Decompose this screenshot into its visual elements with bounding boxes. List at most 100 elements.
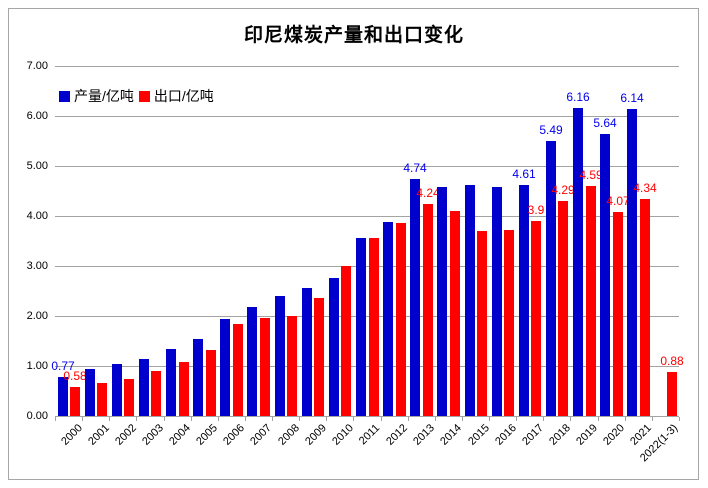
export-bar (450, 211, 460, 416)
chart-title: 印尼煤炭产量和出口变化 (243, 25, 464, 46)
axis-tick (299, 417, 300, 421)
axis-tick (218, 417, 219, 421)
bar-value-label: 6.14 (620, 91, 644, 105)
production-bar (247, 307, 257, 416)
gridline (55, 116, 679, 117)
legend-label-production: 产量/亿吨 (74, 88, 134, 104)
axis-tick (435, 417, 436, 421)
production-bar (465, 185, 475, 416)
production-bar (383, 222, 393, 416)
axis-tick (381, 417, 382, 421)
y-axis-label: 3.00 (26, 260, 48, 272)
y-axis-label: 7.00 (26, 60, 48, 72)
gridline (55, 66, 679, 67)
bar-value-label: 4.74 (403, 161, 427, 175)
export-bar (396, 223, 406, 416)
gridline (55, 166, 679, 167)
axis-tick (82, 417, 83, 421)
production-bar (627, 109, 637, 416)
legend-swatch-export (138, 90, 150, 102)
export-bar (613, 212, 623, 416)
axis-tick (326, 417, 327, 421)
export-bar (586, 186, 596, 416)
export-bar (558, 201, 568, 416)
y-axis-label: 2.00 (26, 310, 48, 322)
production-bar (139, 359, 149, 416)
export-bar (531, 221, 541, 416)
production-bar (220, 319, 230, 416)
export-bar (504, 230, 514, 416)
production-bar (437, 187, 447, 416)
production-bar (492, 187, 502, 416)
bar-value-label: 0.88 (660, 354, 684, 368)
axis-tick (191, 417, 192, 421)
export-bar (369, 238, 379, 416)
axis-tick (652, 417, 653, 421)
production-bar (573, 108, 583, 416)
bar-value-label: 0.58 (63, 369, 87, 383)
bar-value-label: 5.64 (593, 116, 617, 130)
axis-tick (55, 417, 56, 421)
axis-tick (109, 417, 110, 421)
production-bar (58, 377, 68, 416)
production-bar (329, 278, 339, 416)
production-bar (546, 141, 556, 416)
legend-swatch-production (59, 90, 70, 102)
production-bar (166, 349, 176, 416)
axis-tick (136, 417, 137, 421)
axis-tick (245, 417, 246, 421)
bar-value-label: 4.59 (579, 168, 603, 182)
legend-label-export: 出口/亿吨 (153, 88, 214, 104)
chart-border (8, 8, 699, 480)
axis-tick (679, 417, 680, 421)
export-bar (151, 371, 161, 416)
export-bar (640, 199, 650, 416)
bar-value-label: 4.61 (512, 167, 536, 181)
y-axis-label: 5.00 (26, 160, 48, 172)
export-bar (287, 316, 297, 416)
export-bar (260, 318, 270, 416)
bar-value-label: 4.07 (606, 194, 630, 208)
axis-tick (164, 417, 165, 421)
axis-tick (489, 417, 490, 421)
bar-value-label: 4.34 (633, 181, 657, 195)
y-axis-label: 6.00 (26, 110, 48, 122)
legend-item-production: 产量/亿吨 (59, 86, 134, 106)
export-bar (124, 379, 134, 416)
y-axis-label: 1.00 (26, 360, 48, 372)
legend: 产量/亿吨 出口/亿吨 (59, 86, 214, 106)
axis-tick (598, 417, 599, 421)
axis-tick (543, 417, 544, 421)
export-bar (341, 266, 351, 416)
bar-value-label: 4.29 (551, 183, 575, 197)
axis-tick (353, 417, 354, 421)
production-bar (112, 364, 122, 416)
axis-tick (625, 417, 626, 421)
y-axis-label: 0.00 (26, 410, 48, 422)
export-bar (477, 231, 487, 416)
production-bar (356, 238, 366, 416)
production-bar (519, 185, 529, 416)
export-bar (179, 362, 189, 416)
y-axis-label: 4.00 (26, 210, 48, 222)
export-bar (206, 350, 216, 416)
axis-tick (570, 417, 571, 421)
export-bar (314, 298, 324, 416)
export-bar (667, 372, 677, 416)
export-bar (70, 387, 80, 416)
production-bar (410, 179, 420, 416)
production-bar (85, 369, 95, 416)
export-bar (233, 324, 243, 416)
axis-tick (462, 417, 463, 421)
production-bar (600, 134, 610, 416)
bar-value-label: 3.9 (527, 203, 545, 217)
bar-value-label: 0.77 (51, 359, 75, 373)
bar-value-label: 6.16 (566, 90, 590, 104)
axis-tick (272, 417, 273, 421)
gridline (55, 416, 679, 417)
export-bar (97, 383, 107, 416)
production-bar (302, 288, 312, 416)
axis-tick (408, 417, 409, 421)
bar-value-label: 5.49 (539, 123, 563, 137)
